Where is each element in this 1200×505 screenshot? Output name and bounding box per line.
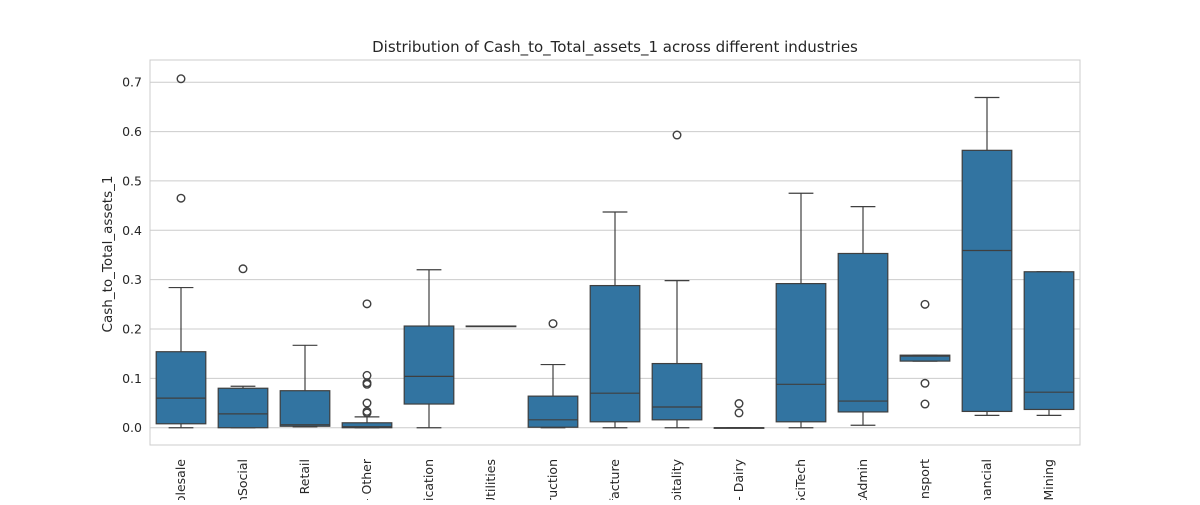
- box-group: [217, 264, 269, 429]
- box-group: [279, 344, 331, 428]
- outlier-point: [920, 399, 930, 409]
- box-body: [589, 284, 641, 423]
- box-group: [527, 319, 579, 429]
- box-body: [899, 354, 951, 362]
- y-tick-label: 0.2: [122, 322, 142, 337]
- x-tick-label: tAdmin: [855, 459, 870, 500]
- x-tick-label: ication: [421, 459, 436, 500]
- box-body: [217, 387, 269, 429]
- box-body: [961, 149, 1013, 413]
- x-tick-label: ansport: [917, 459, 932, 500]
- box-group: [775, 192, 827, 429]
- box-body: [341, 422, 393, 429]
- y-tick-label: 0.1: [122, 371, 142, 386]
- outlier-point: [238, 264, 248, 274]
- outlier-point: [362, 398, 372, 408]
- box-group: [403, 269, 455, 429]
- outlier-point: [362, 406, 372, 416]
- x-tick-label: Utilities: [483, 459, 498, 500]
- plot-frame: [149, 59, 1081, 446]
- x-tick-label: nancial: [979, 459, 994, 500]
- outlier-point: [734, 399, 744, 409]
- box-group: [589, 211, 641, 429]
- y-tick-label: 0.4: [122, 223, 142, 238]
- outlier-point: [176, 193, 186, 203]
- box-body: [403, 325, 455, 405]
- x-tick-label: - Dairy: [731, 458, 746, 500]
- box-group: [341, 299, 393, 429]
- y-tick-label: 0.0: [122, 420, 142, 435]
- x-tick-label: spitality: [669, 458, 684, 500]
- y-tick-label: 0.5: [122, 173, 142, 188]
- box-group: [961, 96, 1013, 416]
- box-group: [465, 325, 517, 328]
- box-group: [713, 399, 765, 429]
- x-tick-label: facture: [607, 459, 622, 500]
- x-tick-label: SciTech: [793, 459, 808, 500]
- y-axis-label: Cash_to_Total_assets_1: [100, 176, 116, 333]
- outlier-point: [672, 130, 682, 140]
- y-tick-labels: 0.0 0.1 0.2 0.3 0.4 0.5 0.6 0.7: [122, 75, 142, 436]
- box-body: [527, 395, 579, 428]
- outlier-point: [176, 74, 186, 84]
- box-body: [651, 362, 703, 421]
- box-group: [899, 299, 951, 409]
- x-tick-label: Retail: [297, 459, 312, 494]
- y-tick-label: 0.6: [122, 124, 142, 139]
- outlier-point: [920, 378, 930, 388]
- x-tick-label: Mining: [1041, 459, 1056, 500]
- boxes-layer: [155, 74, 1075, 429]
- box-body: [155, 351, 207, 425]
- box-group: [837, 205, 889, 426]
- plot-border: [149, 59, 1081, 446]
- box-body: [775, 282, 827, 423]
- box-group: [651, 130, 703, 429]
- box-body: [837, 252, 889, 413]
- x-tick-label: nSocial: [235, 459, 250, 500]
- outlier-point: [548, 319, 558, 329]
- outlier-point: [362, 370, 372, 380]
- box-group: [1023, 271, 1075, 416]
- outlier-point: [734, 408, 744, 418]
- chart-title: Distribution of Cash_to_Total_assets_1 a…: [372, 38, 858, 57]
- x-tick-label: truction: [545, 459, 560, 500]
- x-tick-label: olesale: [173, 459, 188, 500]
- x-tick-labels: olesale nSocial Retail - Other ication Utilit…: [173, 458, 1056, 505]
- outlier-point: [920, 299, 930, 309]
- box-body: [279, 390, 331, 427]
- y-tick-label: 0.7: [122, 75, 142, 90]
- y-tick-label: 0.3: [122, 272, 142, 287]
- box-body: [1023, 271, 1075, 411]
- outlier-point: [362, 299, 372, 309]
- x-tick-label: - Other: [359, 458, 374, 500]
- box-group: [155, 74, 207, 429]
